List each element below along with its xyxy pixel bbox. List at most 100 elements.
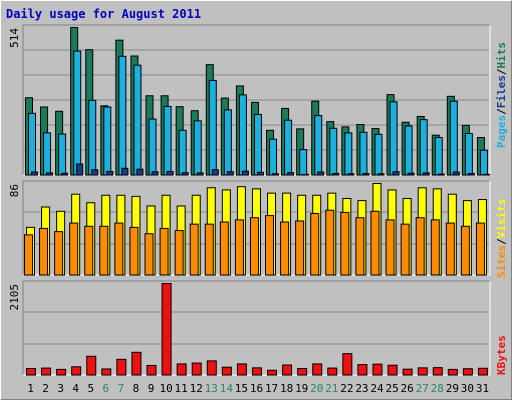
y-max-label-2: 86 [8, 184, 21, 197]
pages-bar [106, 170, 114, 176]
kbytes-bar [447, 368, 458, 376]
kbytes-bar [56, 368, 67, 376]
day-label: 9 [148, 382, 155, 395]
sites-bar [445, 222, 455, 276]
files-bar [434, 136, 443, 176]
kbytes-bar [432, 367, 443, 376]
day-label: 13 [205, 382, 218, 395]
kbytes-bar [221, 366, 232, 376]
files-bar [28, 112, 36, 176]
kbytes-bar [327, 367, 338, 376]
legend-panel-3: KBytes [495, 335, 508, 375]
sites-bar [280, 221, 290, 276]
files-bar [314, 115, 323, 176]
kbytes-bar [282, 364, 293, 376]
day-label: 31 [476, 382, 489, 395]
sites-bar [430, 219, 440, 276]
files-bar [118, 55, 127, 176]
plot-border-dark [22, 280, 490, 375]
sites-bar [400, 223, 410, 276]
pages-bar [407, 172, 415, 176]
plot-border-dark [22, 180, 490, 275]
pages-bar [151, 171, 159, 176]
legend-kbytes: KBytes [495, 335, 508, 375]
sites-bar [370, 210, 380, 276]
y-max-label-1: 514 [8, 28, 21, 48]
pages-bar [287, 172, 295, 176]
files-bar [284, 119, 293, 176]
plot-border-dark [22, 24, 490, 175]
kbytes-bar [372, 363, 383, 376]
day-label: 16 [250, 382, 263, 395]
kbytes-bar [342, 353, 353, 376]
sites-bar [144, 233, 154, 276]
day-label: 19 [295, 382, 308, 395]
kbytes-bar [161, 283, 172, 376]
day-label: 18 [280, 382, 293, 395]
pages-bar [91, 169, 99, 176]
files-bar [43, 132, 52, 176]
legend-pages: Pages [495, 115, 508, 148]
kbytes-bar [267, 369, 278, 376]
sites-bar [234, 219, 244, 276]
day-label: 24 [370, 382, 384, 395]
pages-bar [166, 170, 174, 176]
day-label: 2 [42, 382, 49, 395]
sites-bar [265, 215, 275, 276]
files-bar [299, 149, 308, 176]
day-label: 8 [133, 382, 140, 395]
chart-title: Daily usage for August 2011 [6, 7, 202, 21]
day-label: 10 [159, 382, 172, 395]
kbytes-bar [116, 358, 127, 376]
files-bar [178, 129, 187, 176]
files-bar [148, 118, 157, 176]
legend-panel-2: Sites/Visits [495, 199, 508, 279]
kbytes-bar [387, 364, 398, 376]
sites-bar [174, 230, 184, 276]
day-label: 3 [57, 382, 64, 395]
kbytes-bar [131, 351, 142, 376]
day-label: 25 [385, 382, 398, 395]
sites-bar [204, 223, 214, 276]
pages-bar [76, 163, 84, 176]
pages-bar [467, 172, 475, 176]
pages-bar [46, 172, 54, 176]
files-bar [359, 131, 368, 176]
sites-bar [295, 220, 305, 276]
pages-bar [332, 172, 340, 176]
files-bar [449, 100, 458, 176]
kbytes-bar [402, 368, 413, 376]
day-label: 12 [190, 382, 203, 395]
sites-bar [39, 227, 49, 276]
legend-panel-1: Pages/Files/Hits [495, 42, 508, 148]
sites-bar [114, 222, 124, 276]
legend-separator: / [495, 238, 508, 245]
kbytes-bar [86, 355, 97, 376]
sites-bar [355, 217, 365, 276]
files-bar [389, 101, 398, 176]
pages-bar [211, 169, 219, 176]
sites-bar [84, 225, 94, 276]
sites-bar [99, 225, 109, 276]
kbytes-bar [312, 363, 323, 376]
legend-sites: Sites [495, 245, 508, 278]
legend-separator: / [495, 108, 508, 115]
pages-bar [241, 170, 249, 176]
pages-bar [272, 173, 280, 176]
pages-bar [256, 171, 264, 176]
sites-bar [219, 221, 229, 276]
files-bar [419, 119, 428, 176]
pages-bar [121, 167, 129, 176]
files-bar [464, 132, 473, 176]
pages-bar [226, 171, 234, 176]
day-label: 21 [325, 382, 338, 395]
files-bar [269, 138, 278, 176]
pages-bar [437, 173, 445, 176]
pages-bar [362, 172, 370, 176]
pages-bar [317, 171, 325, 176]
files-bar [58, 133, 67, 176]
day-label: 14 [220, 382, 234, 395]
day-label: 4 [72, 382, 79, 395]
